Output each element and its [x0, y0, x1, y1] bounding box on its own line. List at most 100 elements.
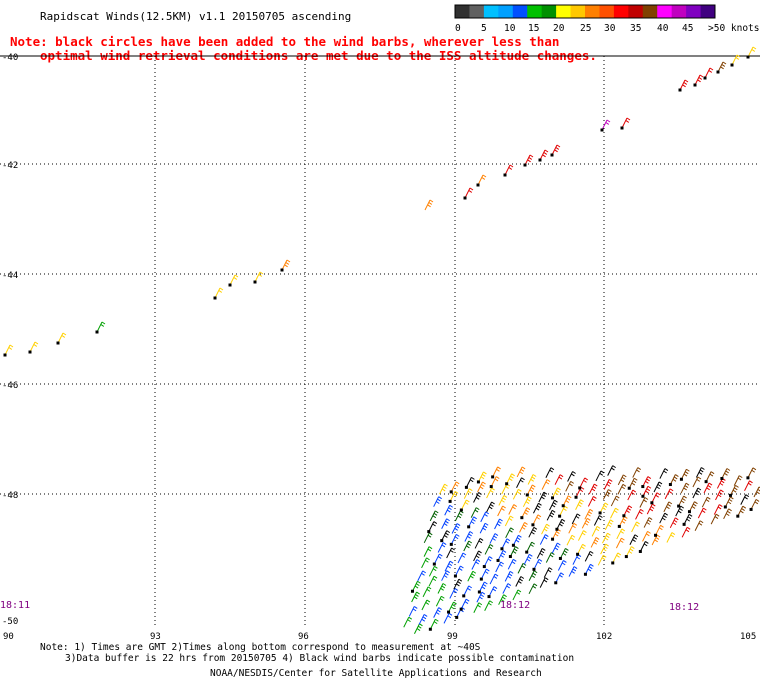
- legend-label: 10: [504, 23, 516, 34]
- wind-barb: [566, 534, 576, 546]
- wind-barb: [463, 540, 473, 552]
- wind-barb: [703, 67, 714, 80]
- longitude-label: 90: [3, 632, 14, 642]
- legend-swatch: [700, 5, 716, 18]
- wind-barb: [408, 606, 418, 617]
- wind-barb: [453, 578, 463, 590]
- wind-barb: [646, 503, 656, 515]
- wind-barb: [557, 560, 567, 571]
- wind-barb: [476, 591, 486, 603]
- wind-barb: [473, 602, 483, 613]
- wind-barb: [578, 477, 589, 490]
- legend-swatch: [686, 5, 702, 18]
- wind-barb: [480, 511, 490, 523]
- wind-barb: [584, 508, 594, 520]
- wind-barb: [692, 487, 702, 499]
- wind-barb: [423, 546, 433, 557]
- wind-barb: [715, 489, 724, 501]
- legend-swatch: [570, 5, 586, 18]
- wind-barb: [749, 499, 760, 511]
- wind-barb: [484, 544, 494, 555]
- legend-swatch: [483, 5, 499, 18]
- wind-barb: [3, 344, 14, 357]
- longitude-label: 105: [740, 632, 756, 642]
- wind-barb: [567, 471, 576, 482]
- wind-barb: [588, 483, 598, 495]
- longitude-labels: 90 93 96 99 102 105: [3, 632, 756, 642]
- wind-barb: [713, 504, 723, 515]
- wind-barb: [28, 341, 39, 354]
- wind-barb: [716, 61, 727, 74]
- wind-barb: [523, 154, 534, 167]
- wind-barb: [432, 553, 443, 566]
- wind-barb: [710, 513, 720, 525]
- wind-barb: [638, 541, 649, 553]
- wind-barb: [451, 523, 461, 534]
- wind-barb: [531, 514, 542, 527]
- wind-barb: [501, 483, 511, 495]
- wind-barb: [693, 74, 704, 87]
- wind-barb: [753, 486, 760, 498]
- legend-swatch: [657, 5, 673, 18]
- wind-barb: [423, 532, 433, 544]
- wind-barb: [508, 546, 519, 559]
- wind-barb: [680, 482, 690, 494]
- legend-label: 45: [682, 23, 693, 34]
- wind-barb: [464, 476, 475, 489]
- longitude-label: 96: [298, 632, 309, 642]
- longitude-label: 93: [150, 632, 161, 642]
- wind-barb: [701, 496, 711, 508]
- wind-barb: [723, 508, 732, 520]
- wind-barb: [496, 550, 507, 562]
- wind-barb: [554, 572, 565, 585]
- wind-barb: [617, 483, 627, 495]
- wind-barb: [473, 492, 482, 503]
- wind-barb: [558, 505, 568, 518]
- wind-barb: [253, 271, 264, 284]
- wind-barb: [528, 526, 538, 538]
- latitude-label: -40: [2, 53, 18, 63]
- wind-barb: [410, 580, 421, 593]
- wind-barb: [473, 550, 482, 562]
- wind-barb: [280, 259, 291, 272]
- wind-barb: [577, 530, 587, 541]
- wind-barb: [669, 517, 679, 529]
- wind-barb: [512, 589, 522, 601]
- wind-barb: [590, 537, 600, 548]
- legend-swatch: [642, 5, 658, 18]
- wind-barb: [403, 616, 413, 628]
- wind-barb: [740, 494, 750, 505]
- wind-barb: [607, 465, 616, 476]
- wind-barbs: [3, 46, 760, 634]
- latitude-label: -42: [2, 161, 18, 171]
- wind-barb: [497, 505, 506, 517]
- wind-barb: [538, 149, 549, 162]
- wind-barb: [565, 480, 574, 492]
- graticule: [0, 56, 760, 628]
- wind-barb: [603, 479, 613, 490]
- wind-barb: [532, 558, 543, 571]
- wind-barb: [663, 501, 673, 513]
- wind-barb: [439, 483, 448, 495]
- wind-barb: [525, 484, 536, 497]
- wind-barb: [627, 477, 638, 490]
- wind-barb: [528, 570, 538, 581]
- latitude-label: -50: [2, 617, 18, 627]
- wind-barb: [454, 510, 464, 522]
- wind-barb: [653, 481, 663, 493]
- wind-barb: [668, 474, 679, 487]
- wind-barb: [720, 468, 731, 481]
- legend-swatch: [455, 5, 470, 18]
- wind-barb: [477, 481, 486, 493]
- wind-barb: [414, 623, 423, 634]
- legend-swatch: [671, 5, 687, 18]
- wind-barb: [643, 517, 653, 528]
- wind-barb: [604, 519, 614, 531]
- wind-barb: [601, 532, 611, 544]
- wind-barb: [575, 499, 584, 510]
- wind-barb: [629, 534, 639, 545]
- wind-barb: [558, 548, 569, 560]
- wind-barb: [631, 521, 640, 533]
- wind-barb: [457, 552, 467, 564]
- wind-barb: [449, 533, 460, 546]
